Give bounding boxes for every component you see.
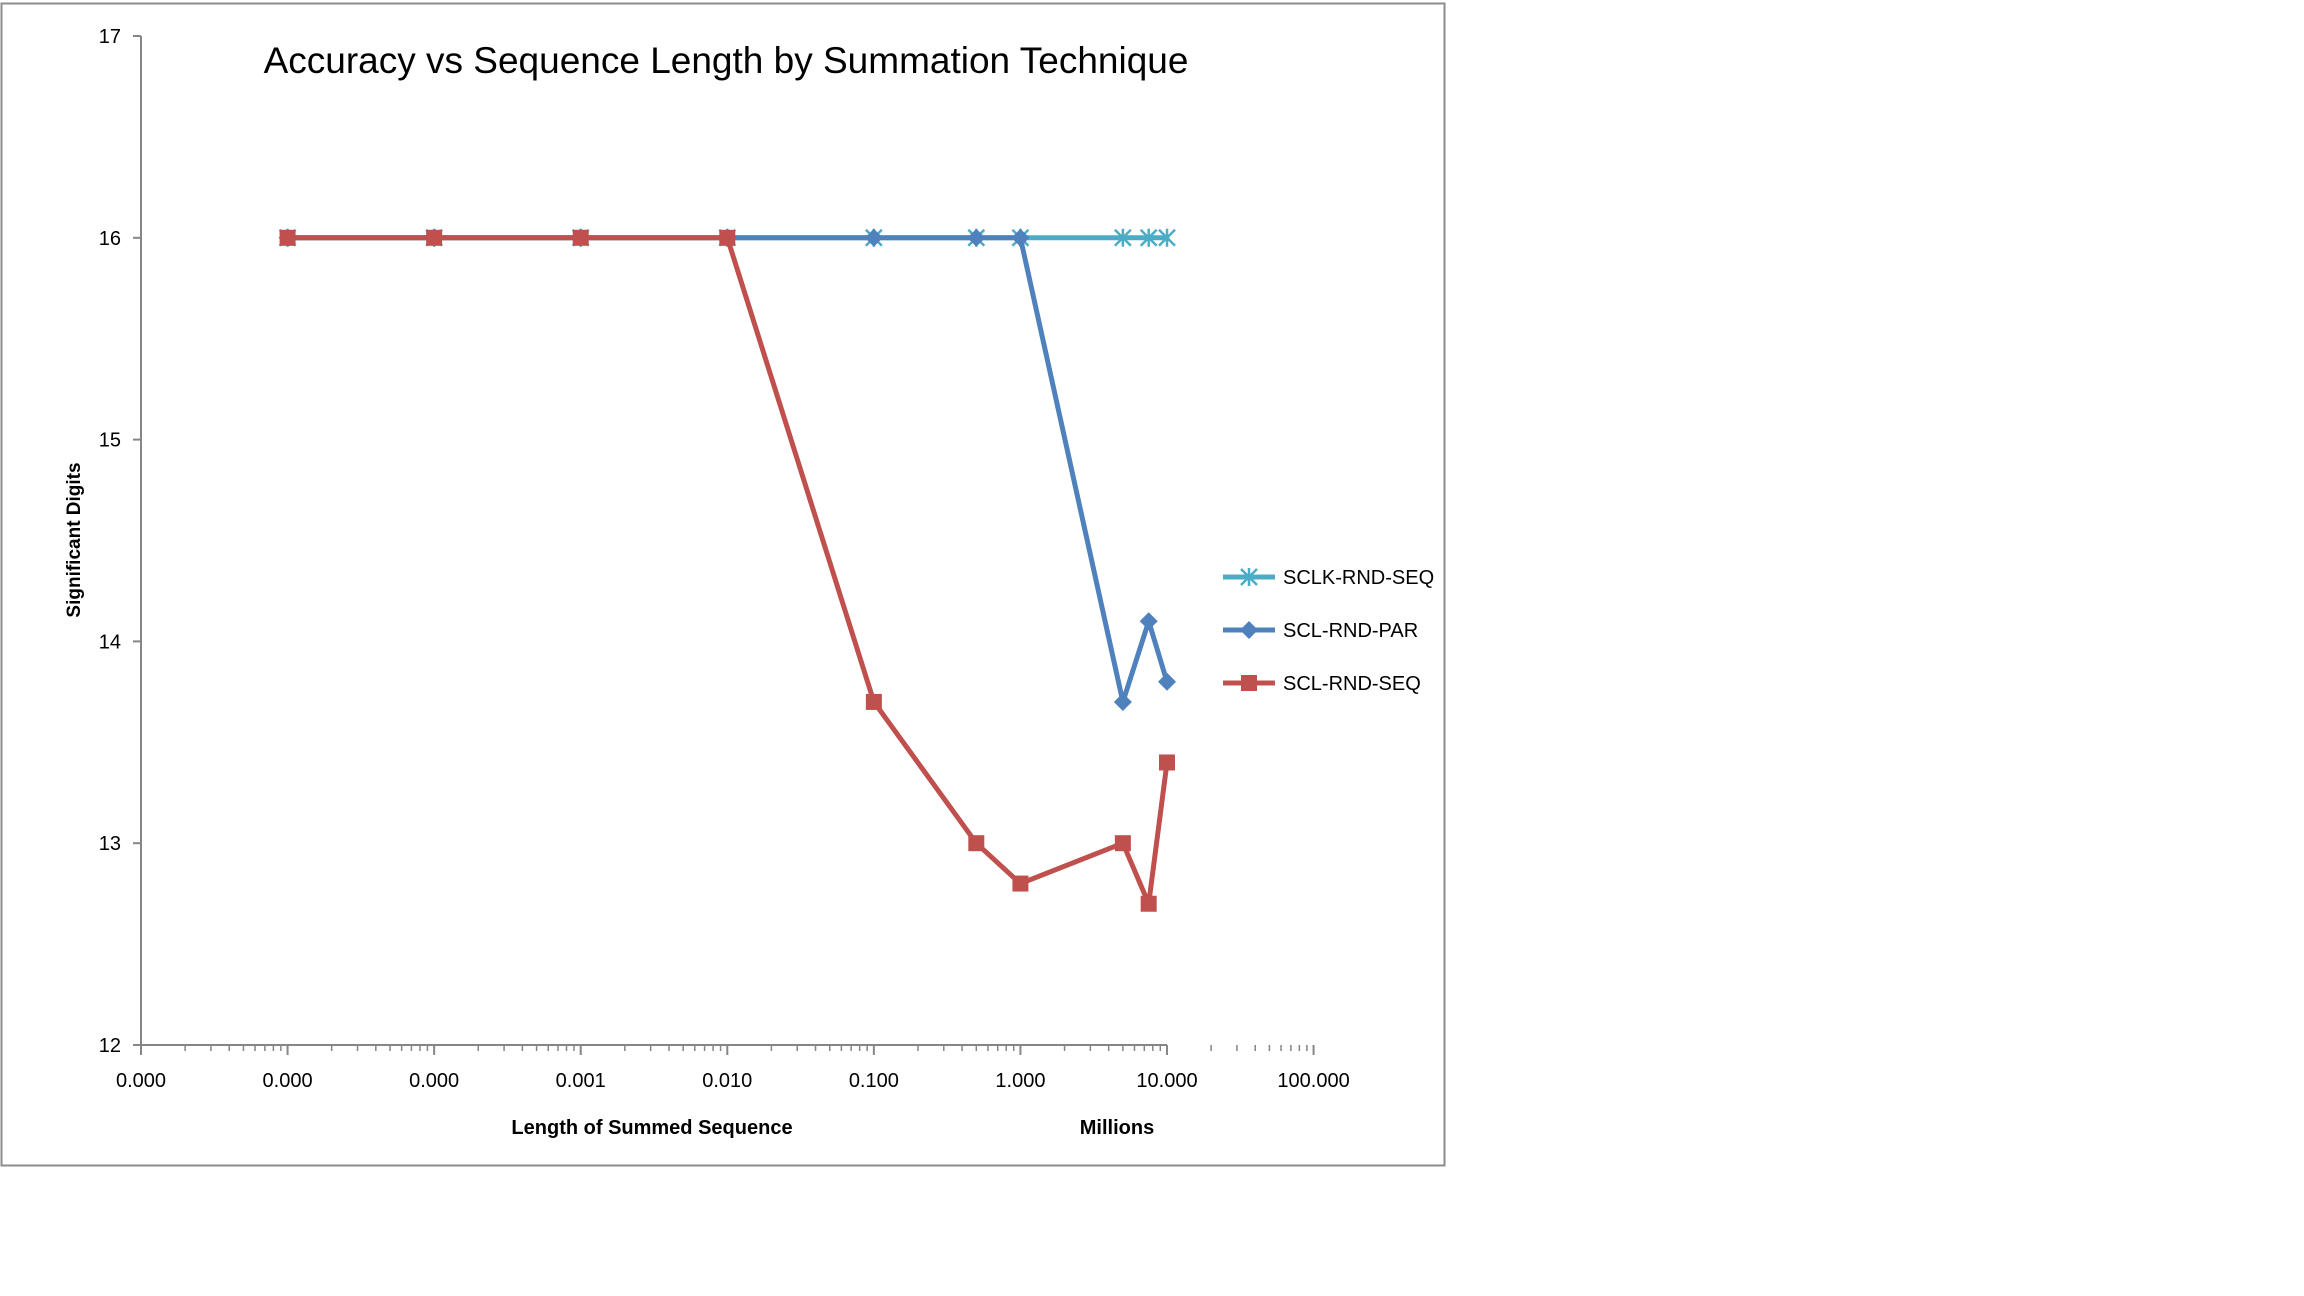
legend: SCLK-RND-SEQ SCL-RND-PAR SCL-RND-SEQ <box>1223 567 1434 695</box>
y-tick-label: 13 <box>99 833 121 855</box>
axes: 12 13 14 15 16 17 0.000 0.000 0.000 0.001 0.010 0.1… <box>99 26 1350 1092</box>
data-point-sclk-rnd-seq <box>1139 228 1158 247</box>
data-point-scl-rnd-seq <box>426 229 443 246</box>
y-axis-label: Significant Digits <box>64 462 85 617</box>
x-axis-unit-label: Millions <box>1080 1117 1154 1139</box>
chart-title: Accuracy vs Sequence Length by Summation… <box>264 40 1189 81</box>
data-point-scl-rnd-seq <box>1012 875 1029 892</box>
legend-item-sclk-rnd-seq: SCLK-RND-SEQ <box>1223 567 1434 589</box>
series-layer <box>278 228 1176 912</box>
y-tick-label: 12 <box>99 1035 121 1057</box>
legend-swatch-marker <box>1241 675 1257 691</box>
legend-label: SCLK-RND-SEQ <box>1283 567 1434 589</box>
y-tick-label: 17 <box>99 26 121 48</box>
x-tick-label: 100.000 <box>1277 1070 1349 1092</box>
x-tick-label: 0.000 <box>116 1070 166 1092</box>
y-tick-label: 14 <box>99 631 121 653</box>
data-point-scl-rnd-par <box>967 228 986 247</box>
chart-border <box>0 2 1446 1167</box>
x-tick-label: 0.010 <box>702 1070 752 1092</box>
data-point-scl-rnd-seq <box>865 693 882 710</box>
x-axis-label: Length of Summed Sequence <box>511 1117 792 1139</box>
data-point-scl-rnd-par <box>1139 612 1158 631</box>
data-point-scl-rnd-par <box>1011 228 1030 247</box>
data-point-scl-rnd-par <box>1158 672 1176 691</box>
data-point-scl-rnd-seq <box>1114 835 1131 852</box>
y-tick-label: 15 <box>99 430 121 452</box>
legend-label: SCL-RND-PAR <box>1283 620 1418 642</box>
series-scl-rnd-seq <box>279 229 1175 912</box>
x-tick-label: 0.001 <box>556 1070 606 1092</box>
x-tick-label: 0.100 <box>849 1070 899 1092</box>
x-tick-label: 1.000 <box>995 1070 1045 1092</box>
legend-swatch-marker <box>1240 621 1258 639</box>
x-tick-label: 0.000 <box>263 1070 313 1092</box>
x-tick-label: 10.000 <box>1136 1070 1197 1092</box>
x-tick-label: 0.000 <box>409 1070 459 1092</box>
data-point-scl-rnd-seq <box>1140 895 1157 912</box>
legend-swatch-marker <box>1240 568 1258 586</box>
data-point-scl-rnd-seq <box>572 229 589 246</box>
series-line-scl-rnd-seq <box>285 235 1170 907</box>
legend-item-scl-rnd-par: SCL-RND-PAR <box>1223 620 1418 642</box>
data-point-scl-rnd-par <box>864 228 883 247</box>
data-point-scl-rnd-seq <box>719 229 736 246</box>
data-point-sclk-rnd-seq <box>1113 228 1132 247</box>
legend-label: SCL-RND-SEQ <box>1283 673 1421 695</box>
data-point-scl-rnd-seq <box>968 835 985 852</box>
data-point-scl-rnd-par <box>1113 692 1132 711</box>
data-point-scl-rnd-seq <box>1159 754 1175 771</box>
data-point-scl-rnd-seq <box>279 229 296 246</box>
legend-item-scl-rnd-seq: SCL-RND-SEQ <box>1223 673 1421 695</box>
y-tick-label: 16 <box>99 228 121 250</box>
data-point-sclk-rnd-seq <box>1158 228 1176 247</box>
